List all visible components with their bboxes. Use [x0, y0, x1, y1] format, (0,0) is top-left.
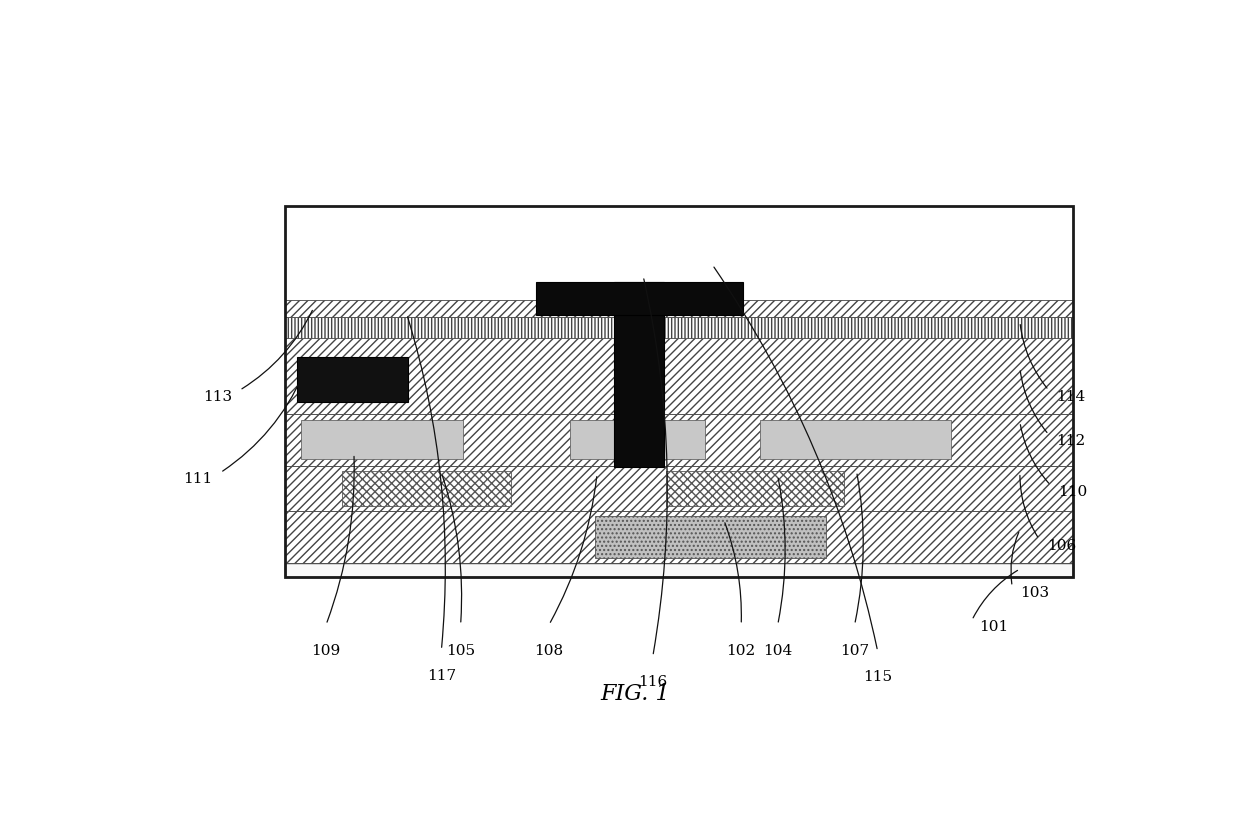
- Text: 117: 117: [427, 669, 456, 683]
- Bar: [666, 471, 844, 506]
- Text: 106: 106: [1047, 538, 1076, 552]
- Bar: [298, 356, 408, 402]
- Bar: [285, 337, 1073, 414]
- Text: 107: 107: [839, 644, 869, 658]
- Bar: [614, 282, 665, 467]
- Bar: [285, 414, 1073, 466]
- Text: 113: 113: [203, 389, 232, 403]
- Text: 104: 104: [763, 644, 792, 658]
- Bar: [595, 516, 826, 558]
- Text: FIG. 1: FIG. 1: [600, 683, 671, 705]
- Text: 111: 111: [184, 472, 213, 486]
- Bar: [285, 207, 1073, 577]
- Text: 115: 115: [863, 671, 893, 685]
- Bar: [285, 563, 1073, 577]
- Bar: [285, 300, 1073, 318]
- Text: 110: 110: [1058, 485, 1087, 499]
- Bar: [285, 318, 1073, 337]
- Bar: [536, 282, 743, 315]
- Bar: [285, 466, 1073, 511]
- Bar: [301, 420, 463, 459]
- Text: 101: 101: [980, 620, 1009, 634]
- Bar: [285, 511, 1073, 563]
- Text: 102: 102: [727, 644, 756, 658]
- Text: 103: 103: [1019, 586, 1049, 600]
- Bar: [760, 420, 951, 459]
- Text: 108: 108: [534, 644, 563, 658]
- Text: 112: 112: [1056, 434, 1086, 448]
- Text: 105: 105: [446, 644, 475, 658]
- Bar: [342, 471, 511, 506]
- Text: 116: 116: [639, 676, 667, 690]
- Text: 114: 114: [1056, 389, 1086, 403]
- Bar: [570, 420, 704, 459]
- Text: 109: 109: [311, 644, 341, 658]
